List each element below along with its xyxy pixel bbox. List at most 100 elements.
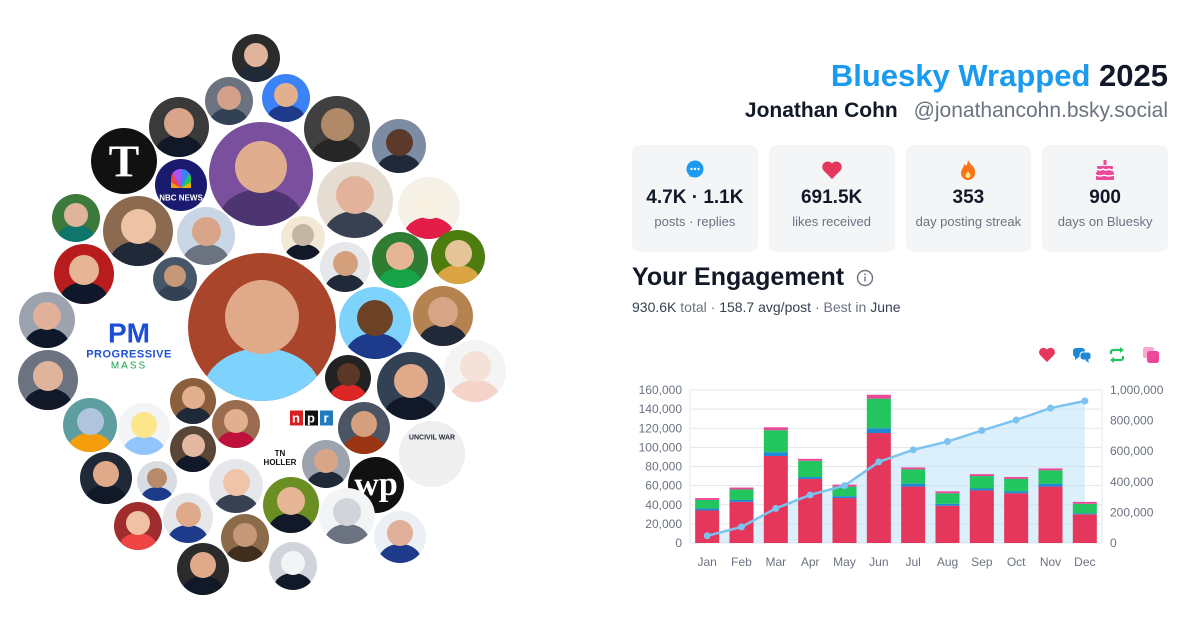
bar-quotes bbox=[935, 491, 960, 494]
avatar[interactable] bbox=[205, 77, 253, 125]
logo-uncivil[interactable]: UNCIVIL WAR bbox=[399, 421, 465, 487]
avatar-face bbox=[131, 412, 157, 439]
avatar[interactable] bbox=[177, 543, 229, 595]
engagement-best-month: June bbox=[870, 299, 901, 315]
avatar[interactable] bbox=[54, 244, 114, 304]
replies-legend-chat-icon[interactable] bbox=[1072, 346, 1092, 364]
avatar-face bbox=[217, 85, 241, 110]
bar-replies bbox=[969, 488, 994, 491]
logo-pm[interactable]: PM PROGRESSIVE MASS bbox=[84, 300, 174, 390]
chart-legend bbox=[1038, 346, 1160, 364]
avatar[interactable] bbox=[103, 196, 173, 266]
avatar[interactable] bbox=[80, 452, 132, 504]
likes-legend-heart-icon[interactable] bbox=[1038, 346, 1056, 364]
y2-tick-label: 800,000 bbox=[1110, 414, 1154, 428]
stat-label: days on Bluesky bbox=[1057, 214, 1153, 229]
info-icon[interactable] bbox=[856, 269, 874, 287]
avatar[interactable] bbox=[372, 232, 428, 288]
stat-label: day posting streak bbox=[915, 214, 1022, 229]
pm-wordmark: PROGRESSIVE bbox=[86, 348, 172, 361]
avatar[interactable] bbox=[163, 493, 213, 543]
quotes-legend-quote-icon[interactable] bbox=[1142, 346, 1160, 364]
reposts-legend-repost-icon[interactable] bbox=[1108, 346, 1126, 364]
avatar[interactable] bbox=[262, 74, 310, 122]
bar-reposts bbox=[969, 476, 994, 489]
logo-nyt[interactable]: T bbox=[91, 128, 157, 194]
bar-replies bbox=[1004, 491, 1029, 494]
avatar[interactable] bbox=[325, 355, 371, 401]
logo-nbc[interactable]: NBC NEWS bbox=[155, 159, 207, 211]
avatar[interactable] bbox=[304, 96, 370, 162]
avatar[interactable] bbox=[377, 352, 445, 420]
avatar[interactable] bbox=[170, 378, 216, 424]
avatar[interactable] bbox=[114, 502, 162, 550]
avatar[interactable] bbox=[302, 440, 350, 488]
avatar[interactable] bbox=[372, 119, 426, 173]
stat-value: 900 bbox=[1089, 187, 1121, 208]
avatar-face bbox=[224, 408, 248, 433]
avatar-face bbox=[274, 82, 298, 107]
avatar-face bbox=[332, 251, 358, 276]
bar-reposts bbox=[1004, 478, 1029, 492]
avatar[interactable] bbox=[209, 459, 263, 513]
avatar-face bbox=[394, 364, 428, 399]
avatar[interactable] bbox=[221, 514, 269, 562]
avatar[interactable] bbox=[374, 511, 426, 563]
avatar-torso bbox=[268, 512, 314, 533]
avatar[interactable] bbox=[413, 286, 473, 346]
avatar[interactable] bbox=[209, 122, 313, 226]
avatar-torso bbox=[450, 379, 500, 402]
avatar[interactable] bbox=[320, 242, 370, 292]
y-tick-label: 140,000 bbox=[639, 402, 683, 416]
avatar[interactable] bbox=[319, 488, 375, 544]
avatar[interactable] bbox=[52, 194, 100, 242]
avatar[interactable] bbox=[177, 207, 235, 265]
bar-likes bbox=[866, 433, 891, 543]
avatar[interactable] bbox=[281, 216, 325, 260]
avatar-face bbox=[164, 107, 194, 138]
stat-value: 353 bbox=[952, 187, 985, 208]
engagement-best-prefix: Best in bbox=[823, 299, 867, 315]
page-title: Bluesky Wrapped 2025 bbox=[745, 58, 1168, 94]
avatar[interactable] bbox=[153, 257, 197, 301]
avatar[interactable] bbox=[263, 477, 319, 533]
avatar[interactable] bbox=[444, 340, 506, 402]
avatar-face bbox=[164, 264, 186, 287]
avatar-torso bbox=[379, 544, 421, 563]
y2-tick-label: 0 bbox=[1110, 536, 1117, 550]
avatar[interactable] bbox=[431, 230, 485, 284]
avatar[interactable] bbox=[317, 162, 393, 238]
avatar-torso bbox=[325, 274, 365, 292]
avatar[interactable] bbox=[149, 97, 209, 157]
avatar-torso bbox=[377, 267, 423, 288]
avatar[interactable] bbox=[232, 34, 280, 82]
x-tick-label: Dec bbox=[1074, 555, 1095, 569]
avatar-face bbox=[222, 468, 250, 496]
avatar[interactable] bbox=[212, 400, 260, 448]
avatar[interactable] bbox=[188, 253, 336, 401]
stat-cards: 4.7K · 1.1K posts · replies 691.5K likes… bbox=[632, 145, 1168, 252]
bar-likes bbox=[798, 478, 823, 543]
bar-reposts bbox=[935, 493, 960, 504]
avatar[interactable] bbox=[18, 350, 78, 410]
x-tick-label: Mar bbox=[765, 555, 786, 569]
nbc-news-logo: NBC NEWS bbox=[159, 193, 203, 203]
avatar[interactable] bbox=[339, 287, 411, 359]
bar-replies bbox=[729, 499, 754, 502]
avatar[interactable] bbox=[63, 398, 117, 452]
avatar[interactable] bbox=[269, 542, 317, 590]
avatar[interactable] bbox=[170, 426, 216, 472]
cumulative-line bbox=[706, 399, 1086, 538]
avatar[interactable] bbox=[19, 292, 75, 348]
avatar[interactable] bbox=[137, 461, 177, 501]
avatar-face bbox=[64, 202, 88, 227]
bar-reposts bbox=[695, 499, 720, 509]
heart-icon bbox=[769, 159, 895, 181]
bar-quotes bbox=[763, 427, 788, 431]
avatar[interactable] bbox=[118, 403, 170, 455]
logo-tnholler[interactable]: TN HOLLER bbox=[258, 436, 302, 480]
avatar[interactable] bbox=[398, 177, 460, 239]
cumulative-point bbox=[944, 438, 951, 446]
avatar[interactable] bbox=[338, 402, 390, 454]
